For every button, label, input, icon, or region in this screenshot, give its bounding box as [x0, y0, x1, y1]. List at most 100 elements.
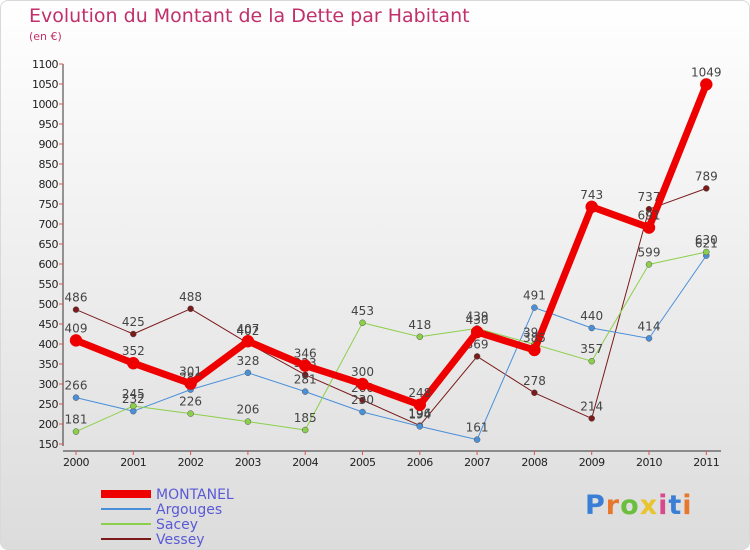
data-point-montanel — [127, 356, 140, 370]
data-label-montanel: 430 — [466, 313, 489, 327]
x-tick-label: 2007 — [464, 456, 490, 469]
y-tick-label: 400 — [39, 338, 59, 351]
data-point-vessey — [187, 305, 194, 313]
data-point-montanel — [470, 325, 484, 339]
data-point-argouges — [645, 335, 653, 342]
y-tick-label: 250 — [39, 398, 59, 411]
x-tick-label: 2008 — [521, 456, 547, 469]
x-tick-label: 2002 — [178, 456, 204, 469]
data-label-vessey: 488 — [179, 290, 202, 304]
data-label-argouges: 266 — [65, 379, 88, 393]
data-point-vessey — [588, 415, 595, 422]
data-label-montanel: 409 — [65, 321, 88, 335]
y-tick-label: 450 — [39, 318, 59, 331]
data-label-montanel: 691 — [638, 209, 661, 223]
data-label-montanel: 346 — [294, 347, 317, 361]
y-tick-label: 850 — [39, 158, 59, 171]
logo-letter: x — [639, 490, 659, 521]
y-tick-label: 500 — [39, 298, 59, 311]
data-label-sacey: 453 — [351, 304, 374, 318]
data-label-sacey: 206 — [236, 403, 259, 417]
legend-label-montanel: MONTANEL — [156, 487, 234, 503]
series-line-vessey — [75, 187, 707, 427]
x-tick-label: 2011 — [693, 456, 719, 469]
data-label-montanel: 407 — [236, 322, 259, 336]
y-tick-label: 600 — [39, 258, 59, 271]
data-label-sacey: 357 — [580, 342, 603, 356]
y-tick-label: 300 — [39, 378, 59, 391]
y-tick-label: 350 — [39, 358, 59, 371]
y-tick-label: 650 — [39, 238, 59, 251]
data-point-montanel — [700, 78, 713, 91]
data-label-vessey: 278 — [523, 374, 546, 388]
data-label-sacey: 185 — [294, 411, 317, 425]
data-point-sacey — [244, 418, 252, 425]
y-tick-label: 800 — [39, 178, 59, 191]
data-point-montanel — [298, 359, 312, 372]
data-label-sacey: 630 — [695, 233, 718, 247]
data-point-vessey — [72, 306, 80, 313]
data-label-montanel: 300 — [351, 365, 374, 379]
data-label-sacey: 599 — [638, 245, 661, 259]
y-tick-label: 900 — [39, 138, 59, 151]
chart-unit-label: (en €) — [29, 30, 62, 43]
y-tick-label: 550 — [39, 278, 59, 291]
logo-letter: i — [682, 490, 693, 521]
data-label-argouges: 232 — [122, 392, 145, 406]
data-point-sacey — [301, 426, 309, 434]
legend-label-argouges: Argouges — [156, 502, 222, 518]
logo-letter: P — [585, 490, 606, 521]
x-tick-label: 2005 — [350, 456, 376, 469]
data-label-vessey: 737 — [638, 190, 661, 204]
y-tick-label: 200 — [39, 418, 59, 431]
data-point-vessey — [703, 185, 710, 192]
data-label-montanel: 1049 — [691, 65, 722, 79]
x-tick-label: 2009 — [579, 456, 605, 469]
y-tick-label: 700 — [39, 218, 59, 231]
data-point-sacey — [703, 248, 710, 256]
data-point-sacey — [72, 428, 80, 435]
data-label-montanel: 352 — [122, 344, 145, 358]
data-label-vessey: 486 — [65, 291, 88, 305]
data-label-montanel: 743 — [580, 188, 603, 202]
data-point-sacey — [588, 357, 595, 365]
x-tick-label: 2010 — [636, 456, 662, 469]
data-label-argouges: 621 — [695, 237, 718, 251]
y-tick-label: 150 — [39, 438, 59, 451]
data-label-montanel: 248 — [408, 386, 431, 400]
data-point-vessey — [130, 330, 137, 338]
data-label-argouges: 161 — [466, 421, 489, 435]
data-point-argouges — [416, 423, 424, 430]
y-tick-label: 1000 — [32, 98, 58, 111]
data-label-vessey: 425 — [122, 315, 145, 329]
data-label-argouges: 440 — [580, 309, 603, 323]
data-label-argouges: 328 — [236, 354, 259, 368]
data-point-argouges — [244, 369, 252, 377]
data-point-sacey — [359, 319, 366, 327]
data-point-sacey — [645, 261, 653, 268]
data-point-argouges — [72, 394, 80, 401]
y-tick-label: 1050 — [32, 78, 58, 91]
x-tick-label: 2004 — [292, 456, 318, 469]
data-point-montanel — [585, 200, 598, 214]
data-point-vessey — [473, 353, 481, 360]
data-point-vessey — [645, 205, 653, 213]
legend-label-sacey: Sacey — [156, 517, 198, 533]
data-label-argouges: 491 — [523, 289, 546, 303]
x-tick-label: 2003 — [235, 456, 261, 469]
data-point-argouges — [473, 436, 481, 443]
data-label-argouges: 194 — [408, 407, 431, 421]
data-point-argouges — [588, 324, 595, 332]
y-tick-label: 1100 — [32, 58, 58, 71]
data-point-montanel — [528, 343, 541, 357]
data-point-montanel — [413, 398, 427, 412]
data-label-sacey: 226 — [179, 395, 202, 409]
data-point-argouges — [301, 388, 309, 395]
data-label-sacey: 439 — [466, 309, 489, 323]
series-line-montanel — [72, 80, 710, 409]
logo-letter: r — [605, 490, 621, 521]
data-label-vessey: 402 — [236, 324, 259, 338]
data-label-argouges: 230 — [351, 393, 374, 407]
